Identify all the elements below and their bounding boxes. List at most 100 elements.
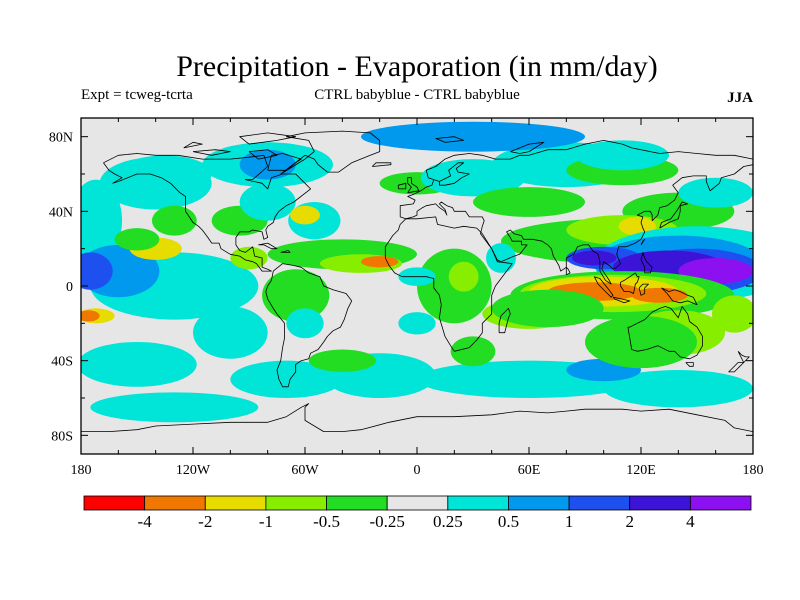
coastline-8 <box>397 182 407 190</box>
x-tick-label: 60E <box>518 463 541 478</box>
colorbar-label: 0.25 <box>433 512 463 531</box>
y-tick-label: 0 <box>66 280 73 295</box>
precip-region-51 <box>571 250 617 266</box>
coastline-10 <box>659 201 689 229</box>
coastline-0 <box>103 153 312 272</box>
precip-region-7 <box>81 310 100 322</box>
y-axis: 80N 40N 0 40S 80S <box>49 131 753 444</box>
coastline-2 <box>280 130 381 175</box>
colorbar-swatch <box>386 495 449 511</box>
coastline-16 <box>661 287 698 306</box>
precip-region-44 <box>678 177 753 208</box>
colorbar-swatch <box>508 495 570 511</box>
x-tick-label: 0 <box>414 463 421 478</box>
coastline-9 <box>371 162 392 167</box>
precip-region-63 <box>398 312 436 335</box>
precip-region-13 <box>308 349 376 372</box>
coastline-26 <box>239 132 297 145</box>
y-tick-label: 80S <box>51 429 73 444</box>
chart-subtitle-center: CTRL babyblue - CTRL babyblue <box>314 87 520 103</box>
x-tick-label: 120W <box>176 463 211 478</box>
coastline-28 <box>435 136 465 143</box>
colorbar-swatch <box>265 495 327 511</box>
colorbar: -4 -2 -1 -0.5 -0.25 0.25 0.5 1 2 4 <box>83 495 752 531</box>
x-tick-label: 180 <box>743 463 764 478</box>
coastline-3 <box>384 216 513 352</box>
coastline-6 <box>81 403 753 433</box>
precip-region-19 <box>114 228 160 251</box>
colorbar-label: -2 <box>198 512 212 531</box>
colorbar-swatch <box>447 495 509 511</box>
precip-region-22 <box>239 183 296 221</box>
colorbar-swatch <box>629 495 691 511</box>
coastline-19 <box>498 307 511 334</box>
coastline-29 <box>510 141 545 154</box>
coastline-25 <box>248 149 278 160</box>
coastline-18 <box>685 362 694 367</box>
precip-region-30 <box>262 269 330 322</box>
coastline-23 <box>280 250 291 253</box>
coastline-11 <box>640 238 646 246</box>
x-tick-label: 60W <box>291 463 319 478</box>
chart-subtitle-left: Expt = tcweg-tcrta <box>81 87 193 103</box>
coastline-21 <box>640 252 653 274</box>
coastline-7 <box>407 177 420 194</box>
coastlines <box>81 130 753 433</box>
coastline-27 <box>183 141 203 149</box>
precip-region-9 <box>193 306 268 359</box>
precip-region-43 <box>618 216 656 236</box>
colorbar-swatch <box>568 495 631 511</box>
precip-region-33 <box>448 261 479 292</box>
precip-region-0 <box>81 179 123 262</box>
contour-regions <box>81 121 753 423</box>
colorbar-swatch <box>144 495 206 511</box>
coastline-30 <box>267 153 302 171</box>
precip-region-38 <box>473 187 585 217</box>
precip-region-62 <box>450 336 496 367</box>
precip-region-58 <box>585 315 697 369</box>
precip-region-56 <box>631 287 688 303</box>
colorbar-label: 0.5 <box>498 512 519 531</box>
precip-region-60 <box>491 289 604 328</box>
precip-region-66 <box>575 140 669 171</box>
colorbar-label: 4 <box>686 512 695 531</box>
coastline-22 <box>258 242 278 250</box>
coastline-20 <box>565 266 571 276</box>
coastline-24 <box>192 149 231 156</box>
colorbar-swatch <box>326 495 388 511</box>
precip-region-8 <box>81 342 197 387</box>
colorbar-label: 1 <box>565 512 574 531</box>
precip-region-11 <box>230 360 343 399</box>
colorbar-label: -0.25 <box>369 512 404 531</box>
coastline-15 <box>638 283 649 296</box>
precip-region-17 <box>118 155 212 193</box>
coastline-5 <box>627 306 703 360</box>
x-axis: 180 120W 60W 0 60E 120E 180 <box>71 118 764 478</box>
precip-region-21 <box>230 246 268 270</box>
y-tick-label: 40S <box>51 355 73 370</box>
colorbar-swatch <box>689 495 752 511</box>
precip-region-18 <box>151 205 197 236</box>
precip-region-61 <box>711 295 753 333</box>
x-tick-label: 180 <box>71 463 92 478</box>
chart-title: Precipitation - Evaporation (in mm/day) <box>176 50 658 83</box>
coastline-4 <box>399 139 753 285</box>
precip-region-24 <box>239 149 296 180</box>
coastline-12 <box>620 272 640 294</box>
precip-region-15 <box>603 370 753 408</box>
coastline-14 <box>612 296 631 304</box>
coastline-1 <box>265 263 353 388</box>
y-tick-label: 40N <box>49 205 73 220</box>
colorbar-label: -0.5 <box>313 512 340 531</box>
colorbar-label: -4 <box>138 512 153 531</box>
colorbar-swatch <box>83 495 146 511</box>
precip-region-37 <box>361 121 585 152</box>
y-tick-label: 80N <box>49 131 73 146</box>
x-tick-label: 120E <box>626 463 656 478</box>
precip-region-10 <box>90 392 259 423</box>
colorbar-swatch <box>204 495 267 511</box>
coastline-13 <box>593 276 614 298</box>
precip-region-4 <box>81 252 113 290</box>
precip-region-65 <box>486 243 516 273</box>
coastline-17 <box>728 351 750 373</box>
